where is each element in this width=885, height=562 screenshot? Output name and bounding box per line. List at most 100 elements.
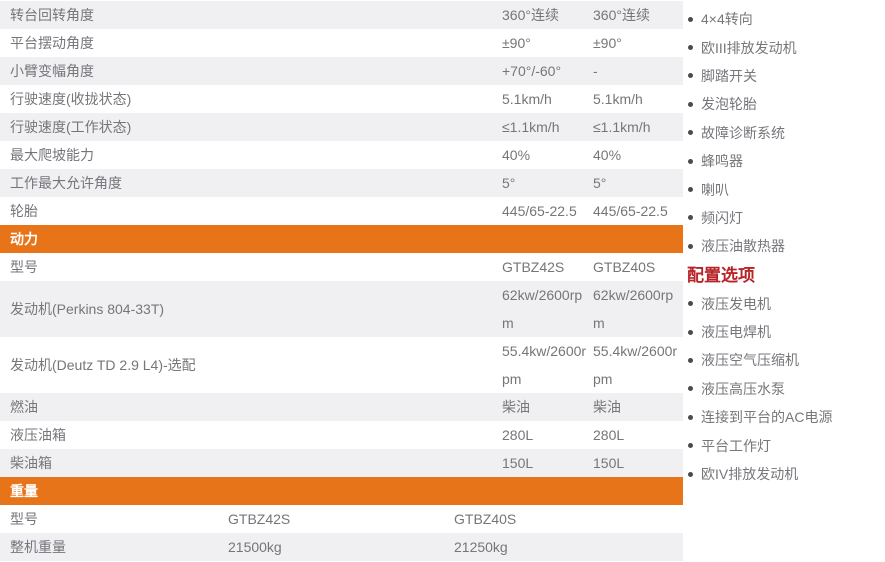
spec-value-col1: 柴油 bbox=[502, 399, 530, 415]
spec-label: 轮胎 bbox=[10, 203, 38, 219]
bullet-icon bbox=[688, 386, 693, 392]
feature-label: 脚踏开关 bbox=[701, 67, 757, 84]
spec-label: 行驶速度(收拢状态) bbox=[10, 91, 132, 107]
spec-value-col1: 280L bbox=[502, 427, 534, 443]
bullet-icon bbox=[688, 73, 693, 79]
spec-label: 发动机(Deutz TD 2.9 L4)-选配 bbox=[10, 357, 196, 373]
option-item: 液压高压水泵 bbox=[687, 375, 885, 403]
spec-label: 最大爬坡能力 bbox=[10, 147, 94, 163]
option-label: 欧IV排放发动机 bbox=[701, 466, 799, 483]
option-label: 液压空气压缩机 bbox=[701, 352, 799, 369]
spec-value-col2: 280L bbox=[593, 427, 625, 443]
bullet-icon bbox=[688, 329, 693, 335]
feature-item: 欧III排放发动机 bbox=[687, 33, 885, 61]
feature-label: 蜂鸣器 bbox=[701, 153, 743, 170]
spec-value-col1: 55.4kw/2600rpm bbox=[502, 343, 587, 387]
feature-item: 脚踏开关 bbox=[687, 62, 885, 90]
spec-value-col2: ≤1.1km/h bbox=[593, 119, 651, 135]
feature-label: 液压油散热器 bbox=[701, 238, 785, 255]
spec-value-col1: ≤1.1km/h bbox=[502, 119, 560, 135]
spec-value-col2: 40% bbox=[593, 147, 622, 163]
feature-label: 喇叭 bbox=[701, 181, 729, 198]
spec-label: 小臂变幅角度 bbox=[10, 63, 94, 79]
spec-label: 燃油 bbox=[10, 399, 38, 415]
spec-label: 行驶速度(工作状态) bbox=[10, 119, 132, 135]
spec-value-col1: 5.1km/h bbox=[502, 91, 552, 107]
spec-row: 小臂变幅角度 +70°/-60° - bbox=[0, 57, 683, 85]
spec-label: 工作最大允许角度 bbox=[10, 175, 122, 191]
section-header-power: 动力 bbox=[0, 225, 683, 253]
spec-value-col2: GTBZ40S bbox=[593, 259, 656, 275]
bullet-icon bbox=[688, 45, 693, 51]
feature-item: 蜂鸣器 bbox=[687, 147, 885, 175]
spec-value-col2: 55.4kw/2600rpm bbox=[593, 343, 678, 387]
spec-row: 柴油箱 150L 150L bbox=[0, 449, 683, 477]
bullet-icon bbox=[688, 301, 693, 307]
bullet-icon bbox=[688, 16, 693, 22]
spec-value-col1: 360°连续 bbox=[502, 7, 559, 23]
feature-label: 欧III排放发动机 bbox=[701, 39, 797, 56]
spec-value-col2: 柴油 bbox=[593, 399, 621, 415]
spec-row: 型号 GTBZ42S GTBZ40S bbox=[0, 505, 683, 533]
spec-value-col2: 21250kg bbox=[454, 539, 508, 555]
option-item: 液压空气压缩机 bbox=[687, 346, 885, 374]
spec-rows-general: 转台回转角度 360°连续 360°连续 平台摆动角度 ±90° ±90° 小臂… bbox=[0, 1, 683, 225]
spec-value-col2: ±90° bbox=[593, 35, 622, 51]
option-item: 平台工作灯 bbox=[687, 431, 885, 459]
spec-value-col2: 445/65-22.5 bbox=[593, 203, 668, 219]
feature-label: 故障诊断系统 bbox=[701, 124, 785, 141]
feature-item: 故障诊断系统 bbox=[687, 119, 885, 147]
bullet-icon bbox=[688, 187, 693, 193]
option-item: 连接到平台的AC电源 bbox=[687, 403, 885, 431]
spec-row: 燃油 柴油 柴油 bbox=[0, 393, 683, 421]
feature-label: 发泡轮胎 bbox=[701, 96, 757, 113]
spec-row: 转台回转角度 360°连续 360°连续 bbox=[0, 1, 683, 29]
option-item: 液压发电机 bbox=[687, 290, 885, 318]
bullet-icon bbox=[688, 443, 693, 449]
features-sidebar: 4×4转向 欧III排放发动机 脚踏开关 发泡轮胎 故障诊断系统 蜂鸣器 bbox=[683, 1, 885, 562]
spec-row: 轮胎 445/65-22.5 445/65-22.5 bbox=[0, 197, 683, 225]
spec-rows-power: 型号 GTBZ42S GTBZ40S 发动机(Perkins 804-33T) … bbox=[0, 253, 683, 477]
spec-value-col1: 62kw/2600rpm bbox=[502, 287, 583, 331]
spec-value-col2: - bbox=[593, 63, 598, 79]
spec-label: 柴油箱 bbox=[10, 455, 52, 471]
spec-value-col1: 150L bbox=[502, 455, 534, 471]
feature-item: 液压油散热器 bbox=[687, 232, 885, 260]
bullet-icon bbox=[688, 471, 693, 477]
spec-value-col1: 445/65-22.5 bbox=[502, 203, 577, 219]
option-label: 液压发电机 bbox=[701, 295, 771, 312]
spec-rows-weight: 型号 GTBZ42S GTBZ40S 整机重量 21500kg 21250kg bbox=[0, 505, 683, 561]
feature-item: 频闪灯 bbox=[687, 204, 885, 232]
bullet-icon bbox=[688, 215, 693, 221]
spec-value-col1: 40% bbox=[502, 147, 531, 163]
spec-row: 平台摆动角度 ±90° ±90° bbox=[0, 29, 683, 57]
spec-row: 型号 GTBZ42S GTBZ40S bbox=[0, 253, 683, 281]
option-label: 连接到平台的AC电源 bbox=[701, 409, 833, 426]
bullet-icon bbox=[688, 243, 693, 249]
spec-label: 发动机(Perkins 804-33T) bbox=[10, 301, 165, 317]
spec-value-col1: ±90° bbox=[502, 35, 531, 51]
bullet-icon bbox=[688, 414, 693, 420]
spec-row: 工作最大允许角度 5° 5° bbox=[0, 169, 683, 197]
spec-row: 液压油箱 280L 280L bbox=[0, 421, 683, 449]
features-list: 4×4转向 欧III排放发动机 脚踏开关 发泡轮胎 故障诊断系统 蜂鸣器 bbox=[687, 5, 885, 261]
feature-item: 喇叭 bbox=[687, 175, 885, 203]
spec-value-col2: 5° bbox=[593, 175, 607, 191]
bullet-icon bbox=[688, 130, 693, 136]
spec-value-col2: 360°连续 bbox=[593, 7, 650, 23]
spec-label: 转台回转角度 bbox=[10, 7, 94, 23]
spec-row: 发动机(Perkins 804-33T) 62kw/2600rpm 62kw/2… bbox=[0, 281, 683, 337]
spec-row: 行驶速度(工作状态) ≤1.1km/h ≤1.1km/h bbox=[0, 113, 683, 141]
spec-table: 转台回转角度 360°连续 360°连续 平台摆动角度 ±90° ±90° 小臂… bbox=[0, 1, 683, 562]
spec-label: 整机重量 bbox=[10, 539, 66, 555]
spec-value-col1: 21500kg bbox=[228, 539, 282, 555]
option-item: 液压电焊机 bbox=[687, 318, 885, 346]
spec-label: 平台摆动角度 bbox=[10, 35, 94, 51]
feature-label: 频闪灯 bbox=[701, 209, 743, 226]
spec-row: 整机重量 21500kg 21250kg bbox=[0, 533, 683, 561]
spec-row: 最大爬坡能力 40% 40% bbox=[0, 141, 683, 169]
options-heading: 配置选项 bbox=[687, 265, 755, 285]
section-header-weight: 重量 bbox=[0, 477, 683, 505]
spec-value-col2: 150L bbox=[593, 455, 625, 471]
